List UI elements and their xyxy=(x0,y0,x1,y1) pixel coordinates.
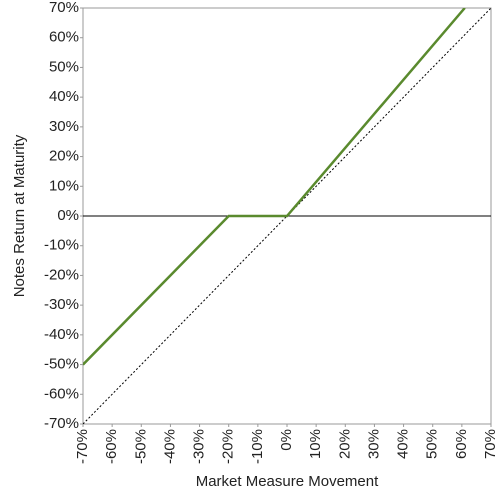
x-tick-label: 30% xyxy=(365,429,382,459)
x-tick-label: -20% xyxy=(220,429,237,464)
y-tick-label: 70% xyxy=(49,0,79,16)
y-tick-label: -70% xyxy=(44,415,79,432)
x-tick-label: 20% xyxy=(336,429,353,459)
x-tick-label: 10% xyxy=(307,429,324,459)
x-axis-label: Market Measure Movement xyxy=(196,473,379,490)
y-tick-label: 40% xyxy=(49,88,79,105)
y-tick-label: 20% xyxy=(49,148,79,165)
y-axis-label: Notes Return at Maturity xyxy=(11,134,28,297)
y-tick-label: -30% xyxy=(44,296,79,313)
y-tick-label: 30% xyxy=(49,118,79,135)
y-tick-label: 0% xyxy=(57,207,79,224)
x-tick-label: 60% xyxy=(453,429,470,459)
y-tick-label: -40% xyxy=(44,326,79,343)
x-tick-label: -30% xyxy=(191,429,208,464)
y-tick-label: -60% xyxy=(44,385,79,402)
y-tick-label: 10% xyxy=(49,177,79,194)
y-tick-label: -50% xyxy=(44,356,79,373)
x-tick-label: -60% xyxy=(103,429,120,464)
reference-line xyxy=(83,8,491,424)
y-tick-label: -10% xyxy=(44,237,79,254)
y-tick-label: 50% xyxy=(49,58,79,75)
x-tick-label: -50% xyxy=(132,429,149,464)
x-tick-label: 70% xyxy=(482,429,499,459)
y-tick-label: 60% xyxy=(49,29,79,46)
x-tick-label: -70% xyxy=(74,429,91,464)
x-tick-label: -40% xyxy=(161,429,178,464)
x-tick-label: 40% xyxy=(395,429,412,459)
x-tick-label: 0% xyxy=(278,429,295,451)
x-tick-label: 50% xyxy=(424,429,441,459)
y-tick-label: -20% xyxy=(44,266,79,283)
payoff-line xyxy=(83,8,466,366)
x-tick-label: -10% xyxy=(249,429,266,464)
